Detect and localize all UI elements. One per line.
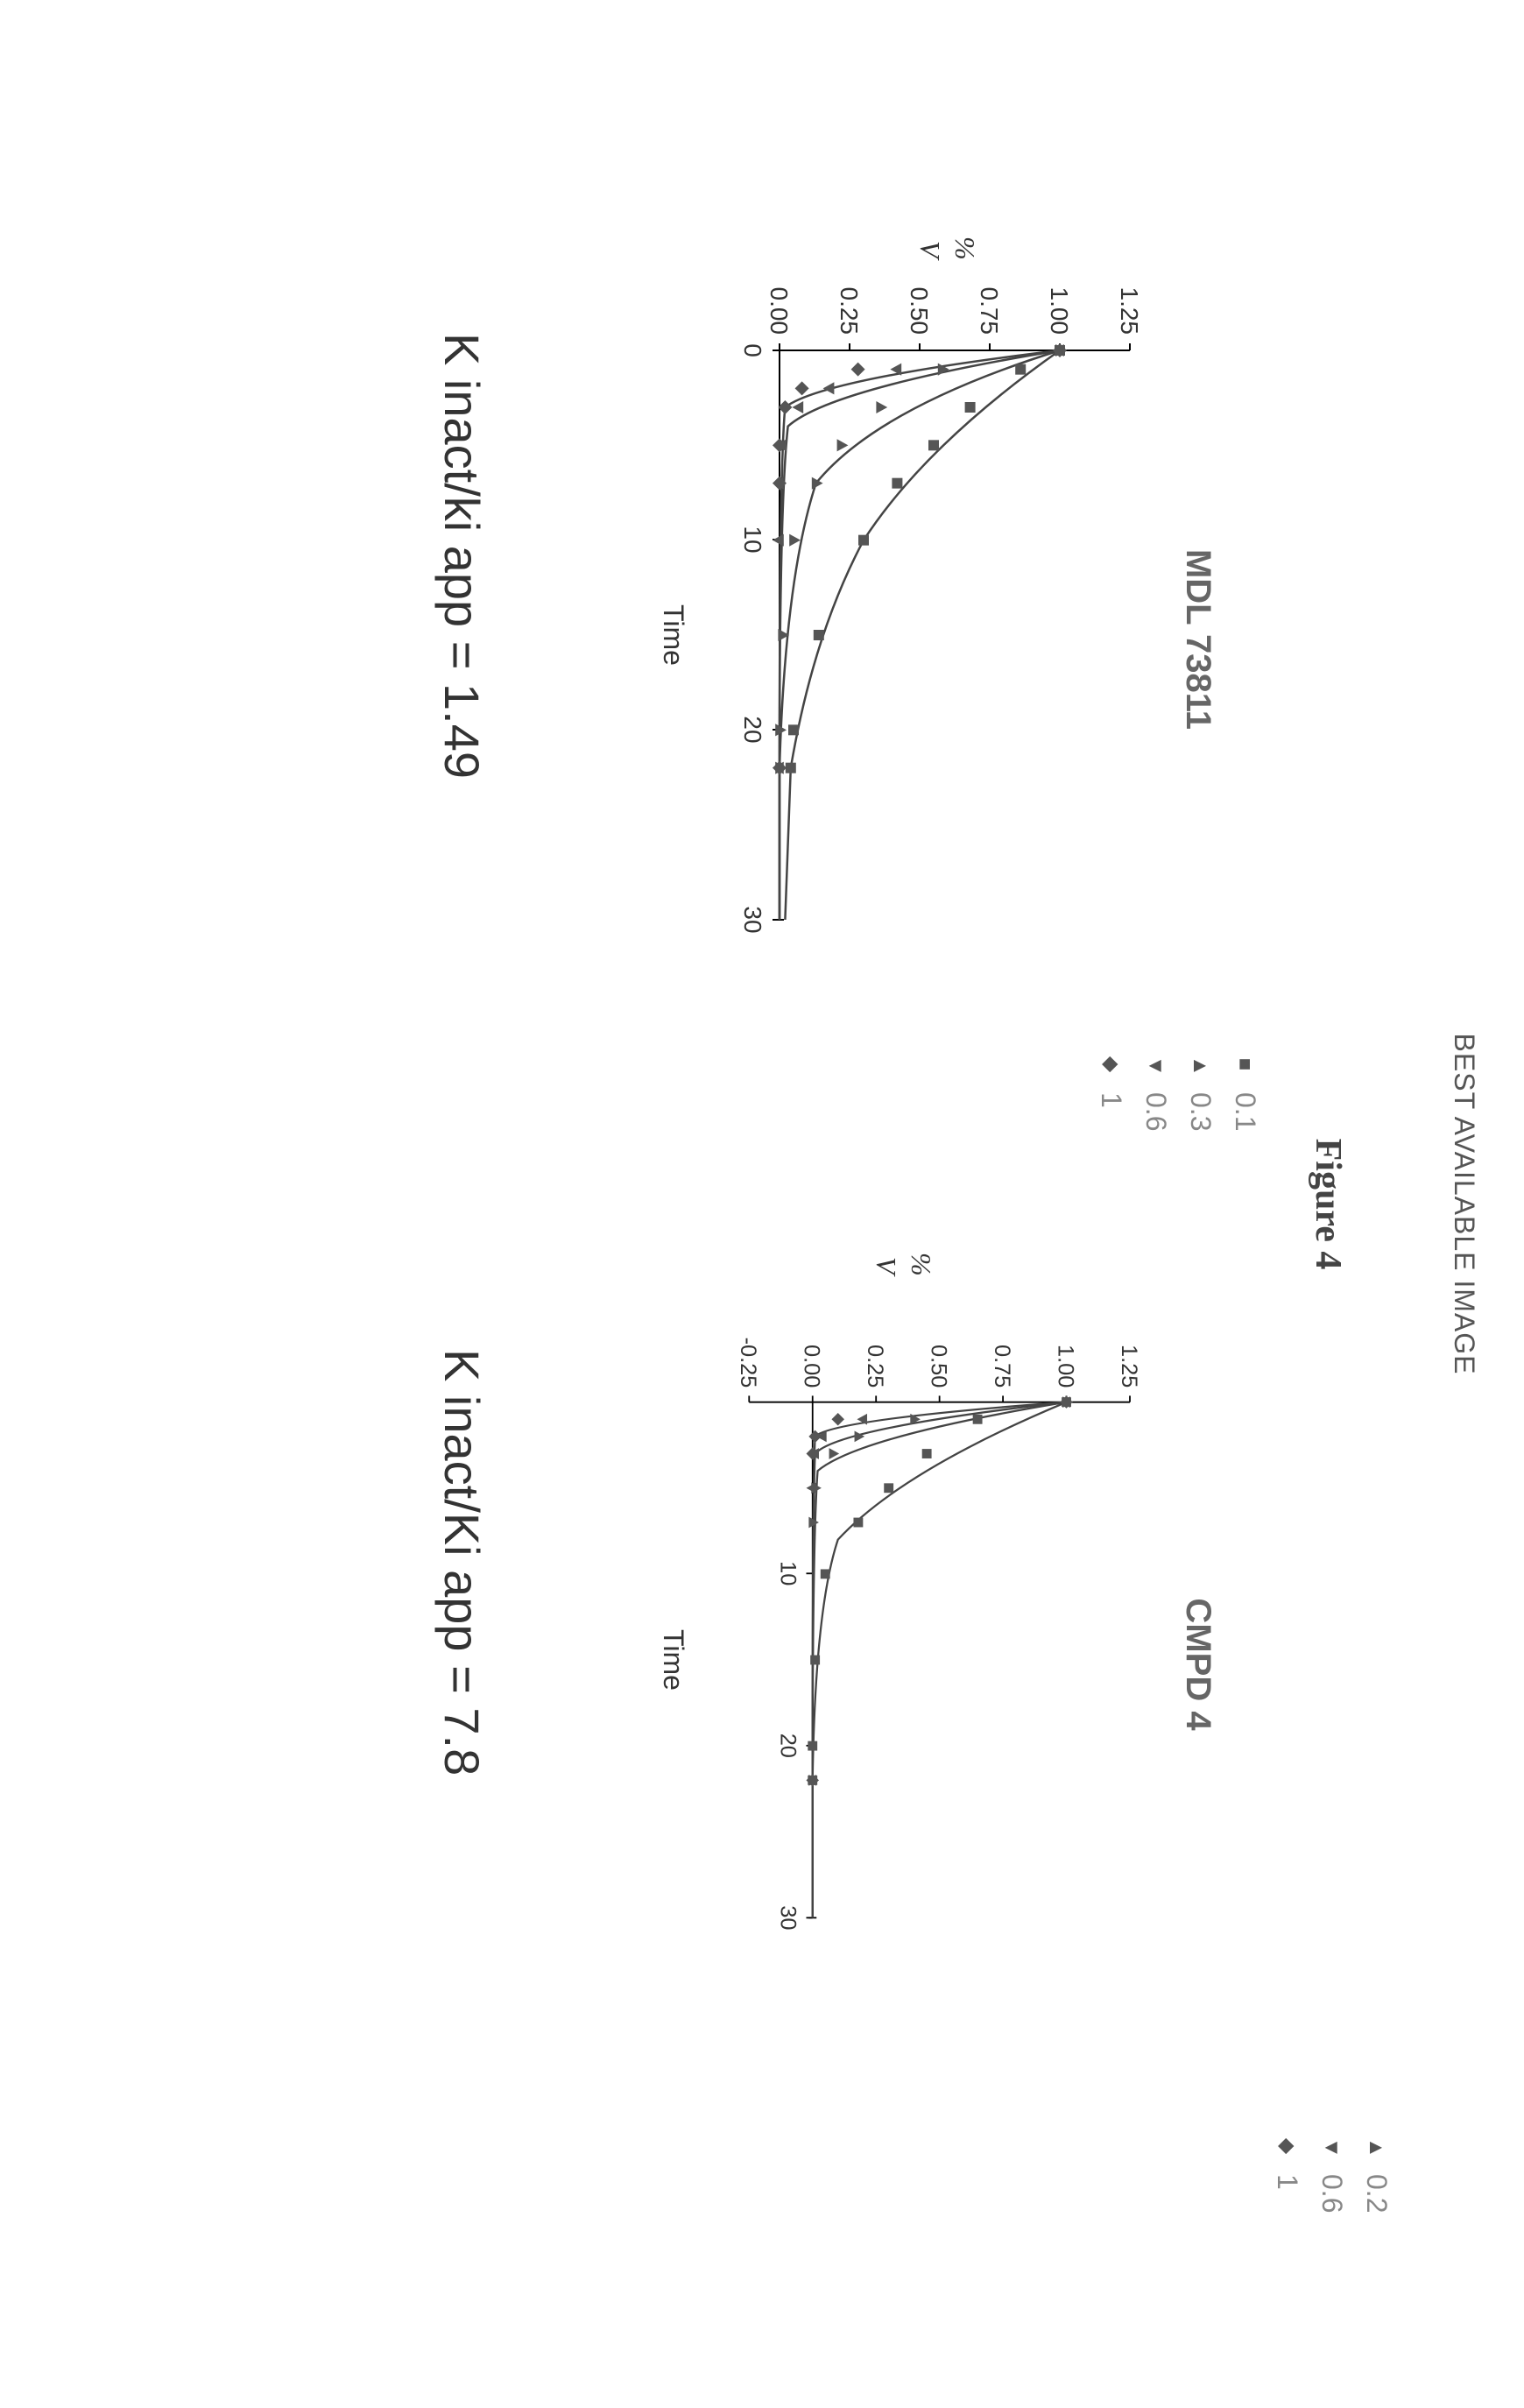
- svg-text:0: 0: [739, 343, 766, 357]
- page-wrapper: BEST AVAILABLE IMAGE Figure 4 MDL 73811 …: [0, 0, 1524, 2408]
- y-label-top-right: %: [905, 1253, 937, 1276]
- legend-item: ■ 0.1: [1229, 1056, 1261, 1131]
- square-icon: ■: [1233, 1056, 1258, 1073]
- svg-text:30: 30: [739, 906, 766, 933]
- x-ticks: 10 20 30: [776, 1561, 813, 1930]
- header-text: BEST AVAILABLE IMAGE: [1448, 1034, 1480, 1375]
- svg-text:1.25: 1.25: [1117, 1345, 1141, 1388]
- svg-text:10: 10: [739, 526, 766, 553]
- legend-item: ▲ 0.3: [1184, 1056, 1217, 1131]
- svg-text:10: 10: [776, 1561, 801, 1585]
- chart-right-title: CMPD 4: [1178, 1598, 1217, 1730]
- legend-right: ▲0.2 ▼0.6 ◆1: [1259, 2137, 1393, 2213]
- legend-label: 1: [1271, 2174, 1303, 2190]
- svg-text:0.75: 0.75: [976, 287, 1003, 335]
- y-label-bot-left: V: [914, 241, 946, 258]
- diamond-icon: ◆: [1098, 1056, 1124, 1073]
- legend-item: ◆1: [1095, 1056, 1127, 1131]
- y-ticks: 1.25 1.00 0.75 0.50 0.25 0.00: [766, 287, 1143, 351]
- svg-text:0.75: 0.75: [990, 1345, 1014, 1388]
- legend-label: 0.2: [1360, 2174, 1393, 2213]
- svg-text:0.00: 0.00: [766, 287, 793, 335]
- diamond-icon: ◆: [1274, 2137, 1300, 2155]
- svg-text:0.50: 0.50: [927, 1345, 951, 1388]
- svg-text:0.50: 0.50: [906, 287, 933, 335]
- svg-text:30: 30: [776, 1905, 801, 1930]
- svg-text:0.00: 0.00: [800, 1345, 824, 1388]
- svg-text:0.25: 0.25: [836, 287, 863, 335]
- chart-left-title: MDL 73811: [1178, 549, 1217, 730]
- svg-text:1.00: 1.00: [1046, 287, 1073, 335]
- curves-right: [813, 1402, 1067, 1918]
- x-label-right: Time: [657, 1629, 689, 1691]
- chart-mdl73811: MDL 73811 1.25 1.00 0.75 0.50 0.25 0.00: [604, 245, 1217, 1034]
- triangle-up-icon: ▲: [1189, 1056, 1213, 1073]
- svg-text:0.25: 0.25: [863, 1345, 887, 1388]
- legend-item: ◆1: [1271, 2137, 1303, 2213]
- x-label-left: Time: [657, 604, 689, 666]
- svg-text:1.00: 1.00: [1053, 1345, 1077, 1388]
- caption-right: K inact/Ki app = 7.8: [434, 1349, 490, 1776]
- x-ticks: 0 10 20 30: [739, 343, 780, 933]
- legend-label: 1: [1095, 1092, 1127, 1108]
- triangle-down-icon: ▼: [1144, 1056, 1168, 1073]
- legend-label: 0.6: [1316, 2174, 1348, 2213]
- legend-item: ▲ 0.2: [1360, 2137, 1393, 2213]
- plot-area-right: 1.25 1.00 0.75 0.50 0.25 0.00 -0.25 10 2…: [709, 1375, 1130, 1945]
- legend-label: 0.1: [1229, 1092, 1261, 1131]
- svg-text:-0.25: -0.25: [736, 1338, 760, 1388]
- chart-cmpd4: CMPD 4 1.25 1.00 0.75 0.50 0.25 0.00 -0.…: [604, 1270, 1217, 2058]
- chart-left-svg: 1.25 1.00 0.75 0.50 0.25 0.00 0 10 20 30: [709, 350, 1130, 920]
- y-label-top-left: %: [949, 237, 981, 260]
- legend-label: 0.6: [1139, 1092, 1172, 1131]
- svg-text:20: 20: [739, 716, 766, 743]
- y-label-bot-right: V: [870, 1257, 902, 1275]
- caption-left: K inact/ki app = 1.49: [434, 333, 490, 779]
- plot-area-left: 1.25 1.00 0.75 0.50 0.25 0.00 0 10 20 30…: [709, 350, 1130, 920]
- legend-left: ■0.1 ▲0.3 ▼0.6 ◆1: [1083, 1056, 1261, 1131]
- chart-right-svg: 1.25 1.00 0.75 0.50 0.25 0.00 -0.25 10 2…: [709, 1375, 1130, 1945]
- y-ticks: 1.25 1.00 0.75 0.50 0.25 0.00 -0.25: [736, 1338, 1141, 1402]
- triangle-down-icon: ▼: [1320, 2137, 1344, 2155]
- svg-text:20: 20: [776, 1734, 801, 1758]
- svg-text:1.25: 1.25: [1116, 287, 1143, 335]
- legend-item: ▼ 0.6: [1316, 2137, 1348, 2213]
- legend-label: 0.3: [1184, 1092, 1217, 1131]
- legend-item: ▼ 0.6: [1139, 1056, 1172, 1131]
- triangle-up-icon: ▲: [1365, 2137, 1389, 2155]
- figure-title: Figure 4: [1307, 1139, 1349, 1270]
